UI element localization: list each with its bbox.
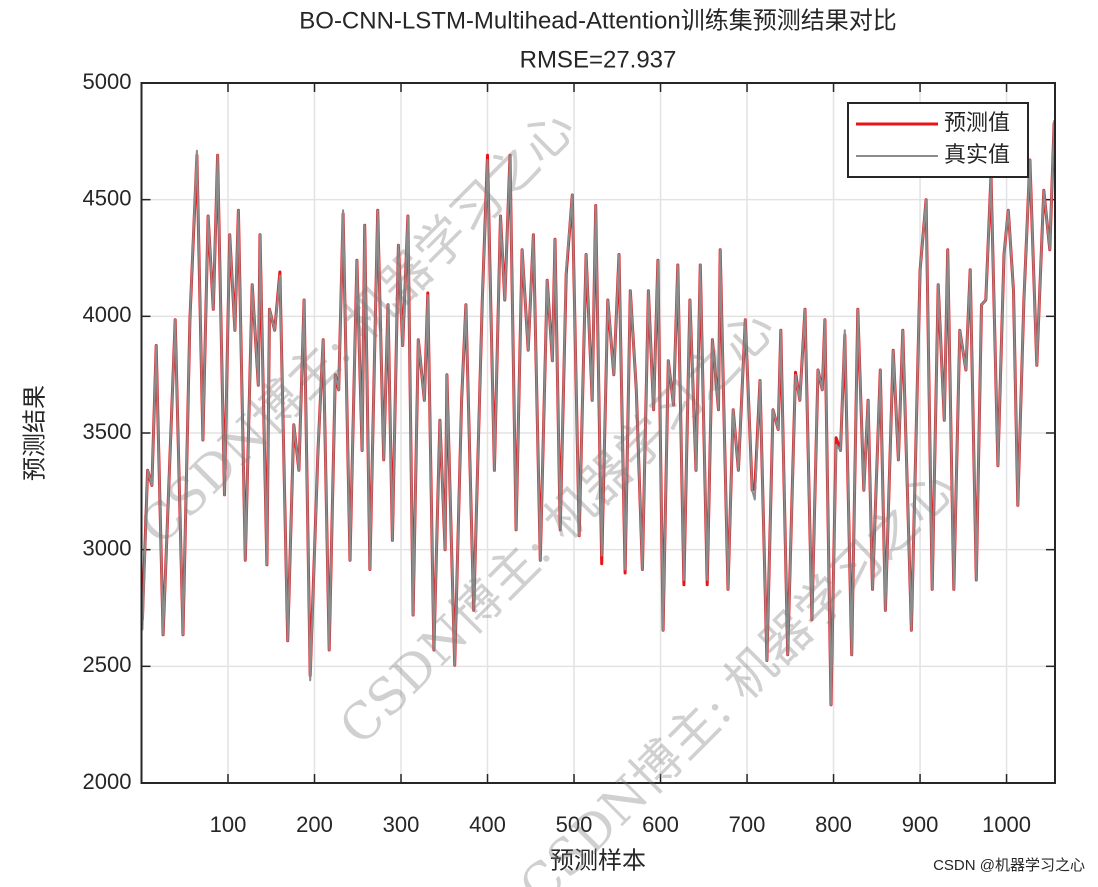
x-tick-label: 300 [383,812,420,837]
y-tick-label: 4000 [83,302,132,327]
x-tick-label: 700 [729,812,766,837]
y-axis-label: 预测结果 [21,385,49,481]
x-tick-label: 200 [296,812,333,837]
chart-subtitle: RMSE=27.937 [520,46,677,73]
y-tick-label: 2000 [83,769,132,794]
x-tick-label: 600 [642,812,679,837]
y-tick-label: 5000 [83,69,132,94]
legend-label: 真实值 [944,143,1010,168]
y-tick-label: 3500 [83,419,132,444]
chart-title: BO-CNN-LSTM-Multihead-Attention训练集预测结果对比 [299,7,896,34]
y-tick-label: 4500 [83,185,132,210]
x-tick-label: 500 [556,812,593,837]
x-tick-label: 400 [469,812,506,837]
x-tick-label: 900 [902,812,939,837]
legend-box [847,102,1029,178]
credit: CSDN @机器学习之心 [933,857,1085,874]
x-tick-label: 100 [210,812,247,837]
plot-frame [140,82,1056,784]
x-tick-label: 800 [815,812,852,837]
x-axis-label: 预测样本 [550,847,646,875]
series-line [141,120,1056,706]
x-tick-label: 1000 [982,812,1031,837]
y-tick-label: 2500 [83,652,132,677]
y-tick-label: 3000 [83,535,132,560]
legend-label: 预测值 [944,111,1010,136]
